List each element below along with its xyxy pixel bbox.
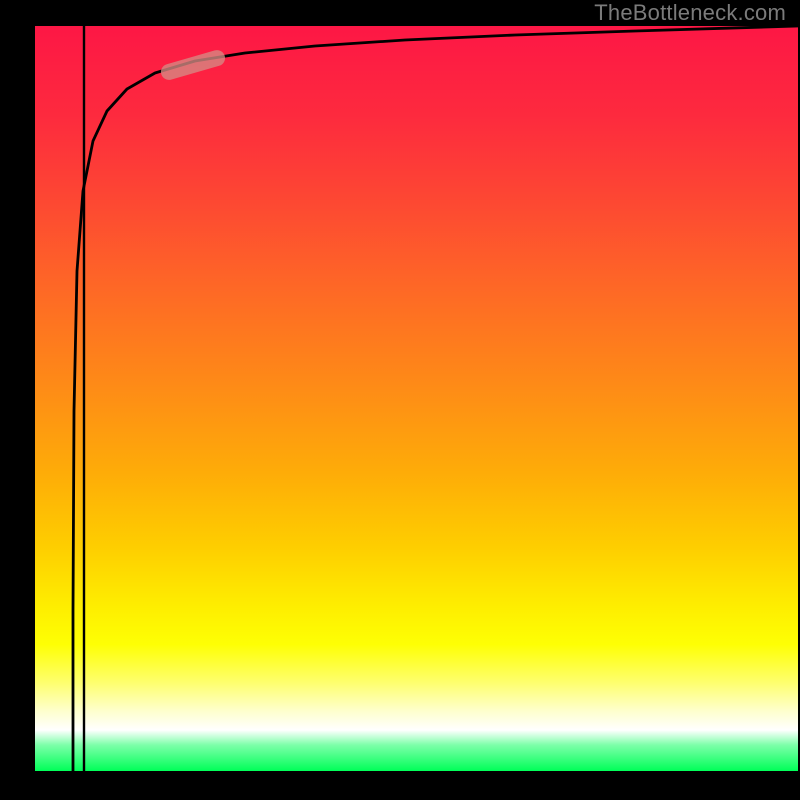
plot-background [35, 26, 798, 771]
chart-svg [0, 0, 800, 800]
chart-root: TheBottleneck.com [0, 0, 800, 800]
frame-bottom [0, 771, 800, 800]
frame-left [0, 0, 35, 800]
watermark-text: TheBottleneck.com [594, 0, 786, 26]
